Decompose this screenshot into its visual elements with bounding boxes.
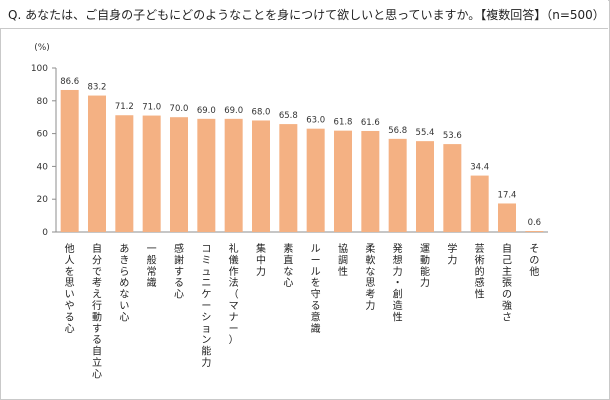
bar — [443, 144, 462, 232]
y-tick-label: 100 — [31, 64, 48, 74]
y-tick-label: 40 — [37, 162, 49, 172]
bar — [388, 138, 407, 232]
bar — [142, 115, 161, 232]
data-label: 56.8 — [388, 126, 407, 136]
data-label: 69.0 — [224, 106, 243, 116]
bar — [197, 118, 216, 232]
category-label: 協調性 — [338, 242, 348, 278]
bar — [60, 89, 79, 232]
bar — [525, 231, 544, 232]
bar — [470, 175, 489, 232]
category-label: 素直な心 — [283, 242, 293, 289]
category-label: コミュニケーション能力 — [201, 244, 211, 369]
category-label: あきらめない心 — [119, 243, 129, 323]
bar — [170, 117, 188, 232]
data-label: 68.0 — [252, 107, 271, 117]
y-tick-label: 0 — [42, 228, 48, 238]
category-label: 運動能力 — [420, 243, 430, 289]
data-label: 86.6 — [60, 77, 79, 87]
category-label: ルールを守る意識 — [311, 244, 321, 335]
data-label: 71.2 — [115, 102, 134, 112]
question-text: Q. あなたは、ご自身の子どもにどのようなことを身につけて欲しいと思っていますか… — [8, 8, 605, 22]
category-label: 自己主張の強さ — [502, 242, 512, 323]
data-label: 55.4 — [416, 128, 435, 138]
bar — [416, 141, 434, 232]
chart-axes: (%) 0 20 40 60 80 100 — [31, 43, 548, 238]
data-label: 63.0 — [306, 116, 325, 126]
category-label: 一般常識 — [147, 244, 157, 289]
data-label: 65.8 — [279, 111, 298, 121]
category-label: 自分で考え行動する自立心 — [92, 242, 102, 380]
category-label: 芸術的感性 — [475, 242, 485, 301]
data-label: 0.6 — [528, 218, 542, 228]
chart-bars — [60, 89, 544, 232]
bar — [252, 120, 270, 232]
bar — [88, 95, 106, 232]
bar — [279, 124, 298, 232]
chart-data-labels: 86.6 83.2 71.2 71.0 70.0 69.0 69.0 68.0 65.8 63.0… — [60, 77, 541, 228]
data-label: 69.0 — [197, 106, 216, 116]
category-label: 柔軟な思考力 — [365, 243, 375, 312]
bar — [306, 128, 325, 232]
category-label: 発想力・創造性 — [393, 242, 403, 323]
category-label: 感謝する心 — [174, 242, 184, 301]
data-label: 83.2 — [88, 83, 107, 93]
category-label: 他人を思いやる心 — [65, 242, 75, 335]
y-tick-label: 80 — [37, 97, 49, 107]
y-tick-label: 60 — [37, 130, 49, 140]
y-axis-unit-label: (%) — [34, 43, 50, 53]
question-header: Q. あなたは、ご自身の子どもにどのようなことを身につけて欲しいと思っていますか… — [0, 0, 608, 29]
data-label: 53.6 — [443, 131, 462, 141]
data-label: 61.8 — [334, 118, 353, 128]
data-label: 71.0 — [142, 103, 161, 113]
bar — [498, 203, 516, 232]
bar — [334, 130, 352, 232]
bar — [224, 118, 243, 232]
y-tick-label: 20 — [37, 195, 49, 205]
bar — [361, 130, 380, 232]
data-label: 17.4 — [498, 190, 517, 200]
category-label: その他 — [529, 243, 539, 278]
category-label: 礼儀作法（マナー） — [229, 242, 239, 346]
chart-category-labels: 他人を思いやる心 自分で考え行動する自立心 あきらめない心 一般常識 感謝する心 コミュニ… — [65, 242, 540, 380]
data-label: 34.4 — [470, 163, 489, 173]
data-label: 61.6 — [361, 118, 380, 128]
category-label: 学力 — [447, 242, 457, 266]
category-label: 集中力 — [256, 242, 266, 278]
bar — [115, 115, 134, 232]
data-label: 70.0 — [170, 104, 189, 114]
